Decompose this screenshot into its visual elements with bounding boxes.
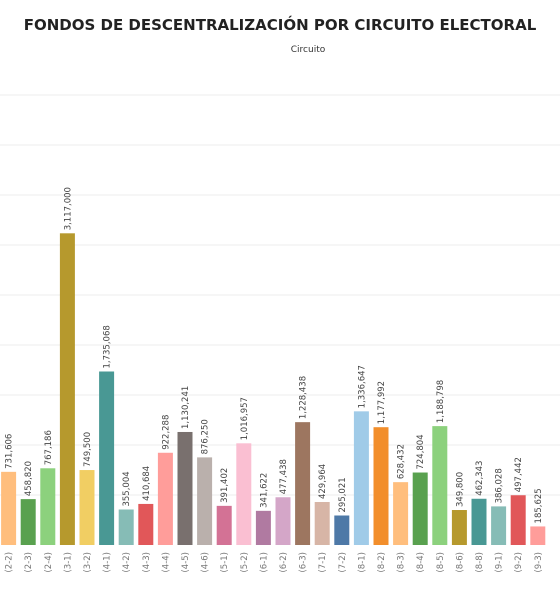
value-label: 341,622 xyxy=(259,473,269,508)
category-label: (6-2) xyxy=(279,552,289,573)
category-label: (4-6) xyxy=(201,552,211,573)
bar-(4-5)[interactable] xyxy=(177,431,193,545)
category-label: (9-2) xyxy=(514,552,524,573)
bar-(6-3)[interactable] xyxy=(295,422,311,545)
value-label: 349,800 xyxy=(455,472,465,507)
category-labels-group: (2-1)(2-2)(2-3)(2-4)(3-1)(3-2)(4-1)(4-2)… xyxy=(5,552,544,573)
bar-(7-2)[interactable] xyxy=(334,515,350,545)
category-label: (6-1) xyxy=(259,552,269,573)
category-label: (6-3) xyxy=(299,552,309,573)
value-label: 628,432 xyxy=(397,444,407,479)
bar-(8-4)[interactable] xyxy=(412,472,428,545)
category-label: (5-2) xyxy=(240,552,250,573)
category-label: (3-2) xyxy=(83,552,93,573)
bar-(8-5)[interactable] xyxy=(432,426,448,545)
category-label: (2-4) xyxy=(44,552,54,573)
bar-(6-1)[interactable] xyxy=(255,510,271,545)
category-label: (8-3) xyxy=(397,552,407,573)
category-label: (2-3) xyxy=(24,552,34,573)
value-label: 386,028 xyxy=(495,468,505,503)
value-label: 1,016,957 xyxy=(240,397,250,440)
bars-group xyxy=(1,233,546,546)
category-label: (3-1) xyxy=(63,552,73,573)
category-label: (9-1) xyxy=(495,552,505,573)
value-label: 767,186 xyxy=(44,430,54,465)
value-label: 477,438 xyxy=(279,459,289,494)
category-label: (7-1) xyxy=(318,552,328,573)
bar-(4-6)[interactable] xyxy=(197,457,213,545)
value-label: 922,288 xyxy=(161,415,171,450)
bar-(9-2)[interactable] xyxy=(510,495,526,545)
value-label: 185,625 xyxy=(534,488,544,523)
bar-(4-2)[interactable] xyxy=(118,509,134,545)
category-label: (8-1) xyxy=(357,552,367,573)
bar-(4-1)[interactable] xyxy=(99,371,115,545)
category-label: (7-2) xyxy=(338,552,348,573)
category-label: (8-8) xyxy=(475,552,485,573)
bar-(6-2)[interactable] xyxy=(275,497,291,545)
value-label: 749,500 xyxy=(83,432,93,467)
value-label: 355,004 xyxy=(122,471,132,506)
category-label: (8-2) xyxy=(377,552,387,573)
bar-(2-2)[interactable] xyxy=(1,471,17,545)
bar-(8-2)[interactable] xyxy=(373,427,389,545)
value-label: 1,228,438 xyxy=(299,376,309,419)
bar-(7-1)[interactable] xyxy=(314,502,330,545)
value-label: 1,188,798 xyxy=(436,380,446,423)
category-label: (4-2) xyxy=(122,552,132,573)
value-label: 391,402 xyxy=(220,468,230,503)
bar-(8-1)[interactable] xyxy=(353,411,369,545)
value-label: 724,804 xyxy=(416,434,426,469)
value-label: 731,606 xyxy=(5,434,15,469)
value-label: 3,117,000 xyxy=(63,187,73,230)
value-label: 462,343 xyxy=(475,461,485,496)
bar-(9-1)[interactable] xyxy=(491,506,507,545)
bar-(3-2)[interactable] xyxy=(79,470,95,545)
bar-(2-3)[interactable] xyxy=(20,499,36,545)
chart-title: FONDOS DE DESCENTRALIZACIÓN POR CIRCUITO… xyxy=(24,15,537,34)
value-label: 1,177,992 xyxy=(377,381,387,424)
value-label: 1,336,647 xyxy=(357,365,367,408)
category-label: (4-1) xyxy=(103,552,113,573)
bar-(4-4)[interactable] xyxy=(157,452,173,545)
bar-(8-6)[interactable] xyxy=(451,510,467,545)
category-label: (2-2) xyxy=(5,552,15,573)
value-label: 876,250 xyxy=(201,419,211,454)
value-label: 1,130,241 xyxy=(181,386,191,429)
value-label: 458,820 xyxy=(24,461,34,496)
bar-(5-2)[interactable] xyxy=(236,443,252,545)
value-label: 497,442 xyxy=(514,457,524,492)
bar-(5-1)[interactable] xyxy=(216,505,232,545)
value-label: 295,021 xyxy=(338,477,348,512)
value-labels-group: 369,369731,606458,820767,1863,117,000749… xyxy=(5,187,544,523)
category-label: (8-6) xyxy=(455,552,465,573)
gridlines xyxy=(0,94,560,496)
bar-(9-3)[interactable] xyxy=(530,526,546,545)
bar-(4-3)[interactable] xyxy=(138,503,154,545)
bar-(8-3)[interactable] xyxy=(393,482,409,545)
value-label: 410,684 xyxy=(142,466,152,501)
bar-(3-1)[interactable] xyxy=(59,233,75,546)
category-label: (8-5) xyxy=(436,552,446,573)
bar-(2-4)[interactable] xyxy=(40,468,56,545)
category-label: (8-4) xyxy=(416,552,426,573)
bar-(8-8)[interactable] xyxy=(471,498,487,545)
chart-subtitle: Circuito xyxy=(291,45,326,55)
category-label: (4-5) xyxy=(181,552,191,573)
category-label: (4-3) xyxy=(142,552,152,573)
category-label: (5-1) xyxy=(220,552,230,573)
category-label: (9-3) xyxy=(534,552,544,573)
value-label: 429,964 xyxy=(318,464,328,499)
value-label: 1,735,068 xyxy=(103,325,113,368)
category-label: (4-4) xyxy=(161,552,171,573)
